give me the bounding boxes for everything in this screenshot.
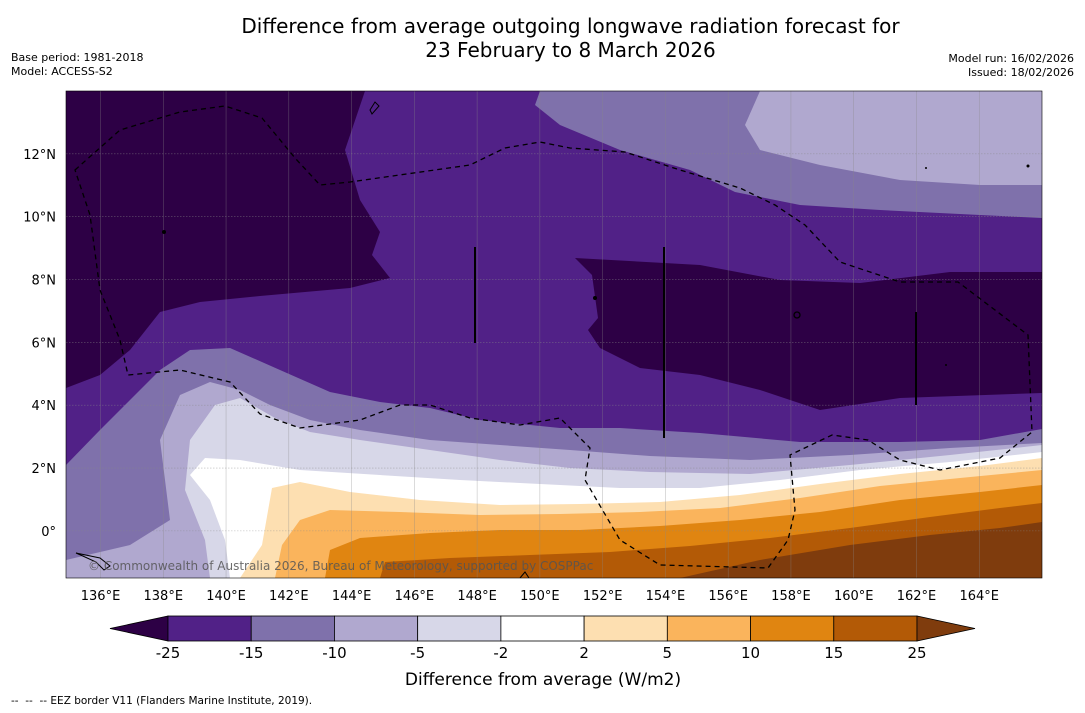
copyright-watermark: © Commonwealth of Australia 2026, Bureau…: [88, 559, 593, 573]
land-features: [75, 101, 1030, 578]
island-dot: [925, 167, 927, 169]
colorbar-segment: [250, 615, 335, 642]
colorbar-segment: [167, 615, 252, 642]
lon-label: 148°E: [457, 589, 497, 604]
island-dot: [945, 364, 947, 366]
eez-footnote: -- -- -- EEZ border V11 (Flanders Marine…: [11, 695, 313, 707]
zone-fill-neg5-north: [745, 91, 1042, 185]
lon-label: 140°E: [206, 589, 246, 604]
island-dot: [793, 311, 801, 319]
lat-label: 2°N: [32, 462, 57, 477]
chart-title: Difference from average outgoing longwav…: [0, 14, 1085, 62]
colorbar-tick-label: -25: [156, 644, 181, 662]
lon-label: 162°E: [897, 589, 937, 604]
meta-right: Model run: 16/02/2026 Issued: 18/02/2026: [948, 52, 1074, 80]
colorbar-tick-label: -5: [410, 644, 425, 662]
lon-label: 144°E: [332, 589, 372, 604]
colorbar-title: Difference from average (W/m2): [405, 670, 681, 690]
lon-label: 154°E: [646, 589, 686, 604]
eez-border-palau-guam: [74, 105, 1033, 569]
colorbar-segment: [417, 615, 502, 642]
colorbar-tick-label: 5: [663, 644, 673, 662]
meta-left: Base period: 1981-2018 Model: ACCESS-S2: [11, 51, 143, 79]
lat-label: 4°N: [32, 399, 57, 414]
eez-borders: [74, 105, 1033, 569]
lat-label: 10°N: [23, 211, 56, 226]
colorbar-tick-label: 15: [824, 644, 843, 662]
lat-label: 8°N: [32, 274, 57, 289]
island-dot: [1026, 164, 1030, 168]
issued-date: Issued: 18/02/2026: [967, 66, 1074, 79]
lon-label: 138°E: [144, 589, 184, 604]
lon-label: 156°E: [708, 589, 748, 604]
colorbar-segment: [750, 615, 835, 642]
lon-label: 158°E: [771, 589, 811, 604]
lon-label: 146°E: [395, 589, 435, 604]
colorbar-segment: [500, 615, 585, 642]
colorbar-tick-label: 10: [741, 644, 760, 662]
lat-label: 6°N: [32, 336, 57, 351]
colorbar-tick-label: -15: [239, 644, 264, 662]
title-line-2: 23 February to 8 March 2026: [425, 38, 716, 62]
model-run: Model run: 16/02/2026: [948, 52, 1074, 65]
island-dot: [593, 296, 597, 300]
island-coastline: [519, 571, 530, 578]
lon-label: 160°E: [834, 589, 874, 604]
lon-label: 164°E: [959, 589, 999, 604]
map-frame: [65, 90, 1043, 579]
title-line-1: Difference from average outgoing longwav…: [241, 14, 900, 38]
latitude-labels: 12°N 10°N 8°N 6°N 4°N 2°N 0°: [23, 148, 56, 540]
island-coastline: [75, 552, 111, 571]
base-period: Base period: 1981-2018: [11, 51, 144, 64]
colorbar-segment: [833, 615, 918, 642]
model-name: Model: ACCESS-S2: [11, 65, 113, 78]
lon-label: 142°E: [269, 589, 309, 604]
lat-label: 0°: [41, 525, 56, 540]
lon-label: 136°E: [81, 589, 121, 604]
colorbar: [109, 615, 976, 642]
colorbar-tick-label: -2: [493, 644, 508, 662]
longitude-labels: 136°E 138°E 140°E 142°E 144°E 146°E 148°E 150°E…: [81, 589, 999, 604]
colorbar-tick-label: 25: [907, 644, 926, 662]
colorbar-tick-label: -10: [322, 644, 347, 662]
lat-label: 12°N: [23, 148, 56, 163]
colorbar-tick-labels: -25 -15 -10 -5 -2 2 5 10 15 25: [156, 644, 927, 662]
colorbar-tick-label: 2: [579, 644, 589, 662]
colorbar-arrow-high: [916, 615, 976, 642]
island-coastline: [369, 101, 380, 115]
island-dot: [162, 230, 166, 234]
colorbar-arrow-low: [109, 615, 169, 642]
contour-fills: [66, 91, 1042, 578]
colorbar-segment: [334, 615, 419, 642]
lon-label: 152°E: [583, 589, 623, 604]
colorbar-segment: [666, 615, 751, 642]
lon-label: 150°E: [520, 589, 560, 604]
colorbar-segment: [583, 615, 668, 642]
